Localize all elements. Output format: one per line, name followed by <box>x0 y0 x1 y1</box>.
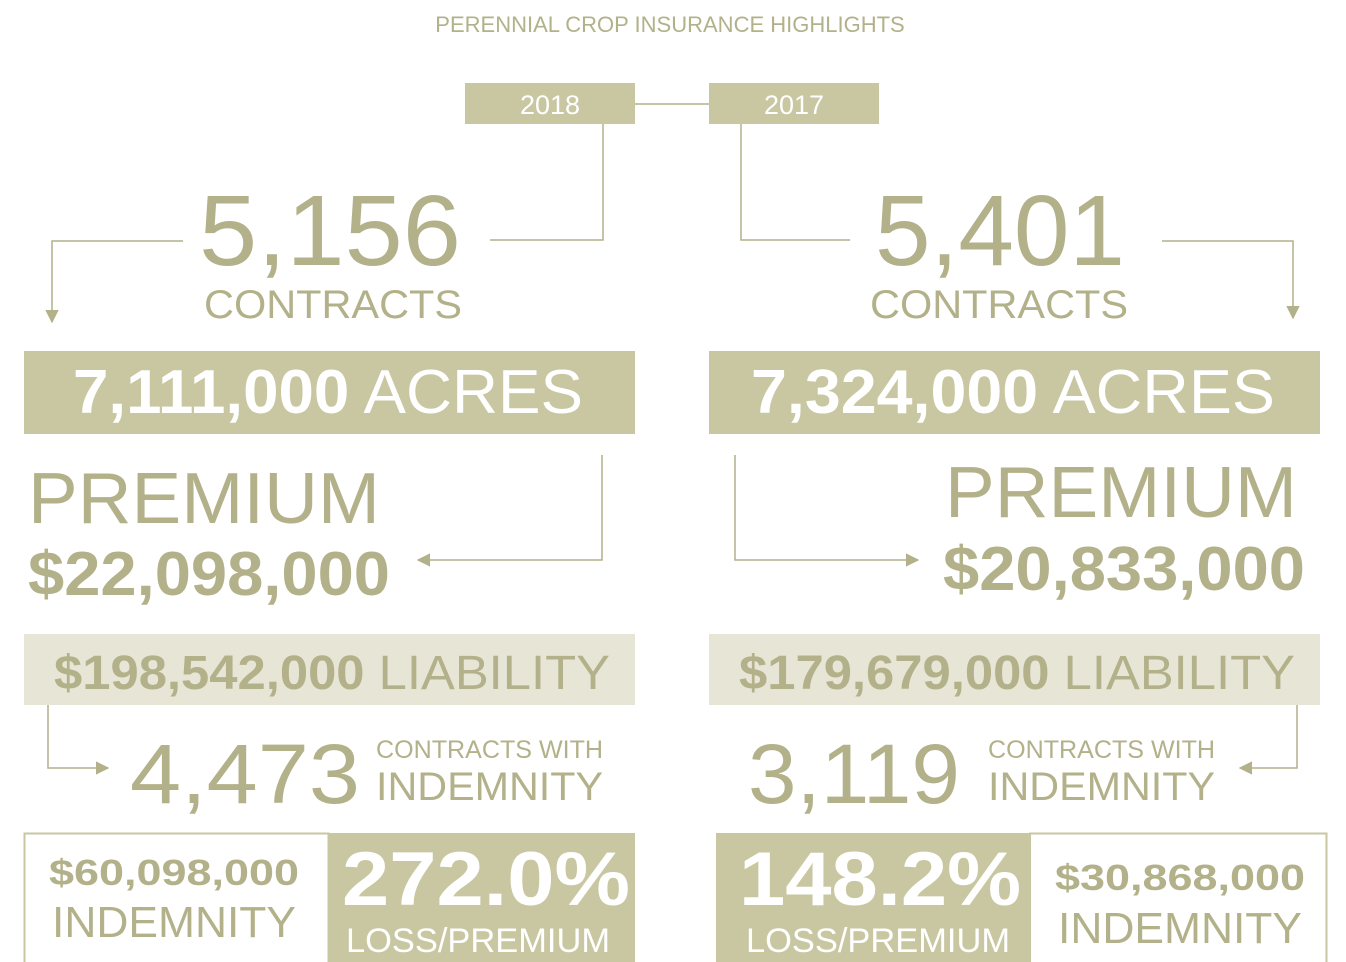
liability-label: LIABILITY <box>1064 647 1295 700</box>
loss-ratio: 272.0% <box>342 837 630 922</box>
title: PERENNIAL CROP INSURANCE HIGHLIGHTS <box>435 12 904 37</box>
connector <box>740 124 850 241</box>
year-tab <box>465 83 635 124</box>
indemnity-contracts: 3,119 <box>748 727 960 821</box>
indemnity-contracts: 4,473 <box>130 727 360 821</box>
contracts: 5,156 <box>199 175 461 287</box>
liability-label: LIABILITY <box>379 647 610 700</box>
arrow <box>734 455 920 567</box>
acres: 7,111,000 <box>73 358 349 427</box>
year: 2018 <box>520 90 580 120</box>
liability: $198,542,000 <box>54 647 365 700</box>
liability-box <box>24 634 635 705</box>
premium-label: PREMIUM <box>28 459 380 539</box>
liability-line: $198,542,000 LIABILITY <box>54 647 610 700</box>
arrow <box>1162 240 1300 320</box>
indemnity-contracts-label: CONTRACTS WITH <box>988 736 1215 764</box>
year: 2017 <box>764 90 824 120</box>
indemnity: $30,868,000 <box>1055 857 1305 898</box>
indemnity-label: INDEMNITY <box>52 898 296 947</box>
arrow <box>416 455 603 567</box>
acres-label: ACRES <box>364 358 583 427</box>
connector <box>490 124 604 241</box>
liability-line: $179,679,000 LIABILITY <box>739 647 1295 700</box>
indemnity: $60,098,000 <box>49 852 299 893</box>
indemnity-label: INDEMNITY <box>1058 904 1302 953</box>
acres: 7,324,000 <box>751 358 1038 427</box>
acres-label: ACRES <box>1053 358 1275 427</box>
premium: $20,833,000 <box>943 535 1305 604</box>
arrow <box>47 705 110 775</box>
premium-label: PREMIUM <box>945 453 1297 533</box>
indemnity-contracts-label: CONTRACTS WITH <box>376 736 603 764</box>
indemnity-contracts-label: INDEMNITY <box>376 765 603 809</box>
contracts-label: CONTRACTS <box>204 283 462 327</box>
loss-ratio: 148.2% <box>739 837 1021 922</box>
acres-box <box>709 351 1320 434</box>
acres-box <box>24 351 635 434</box>
contracts-label: CONTRACTS <box>870 283 1128 327</box>
indemnity-contracts-label: INDEMNITY <box>988 765 1215 809</box>
loss-ratio-label: LOSS/PREMIUM <box>746 922 1010 960</box>
indemnity-box <box>1029 832 1328 962</box>
arrow <box>45 240 183 324</box>
loss-ratio-label: LOSS/PREMIUM <box>346 922 610 960</box>
year-tab <box>709 83 879 124</box>
contracts: 5,401 <box>875 175 1125 287</box>
liability-box <box>709 634 1320 705</box>
loss-box <box>328 833 635 962</box>
arrow <box>1238 705 1298 775</box>
liability: $179,679,000 <box>739 647 1050 700</box>
premium: $22,098,000 <box>28 540 390 609</box>
acres-line: 7,111,000 ACRES <box>73 358 583 427</box>
acres-line: 7,324,000 ACRES <box>751 358 1275 427</box>
loss-box <box>716 833 1030 962</box>
